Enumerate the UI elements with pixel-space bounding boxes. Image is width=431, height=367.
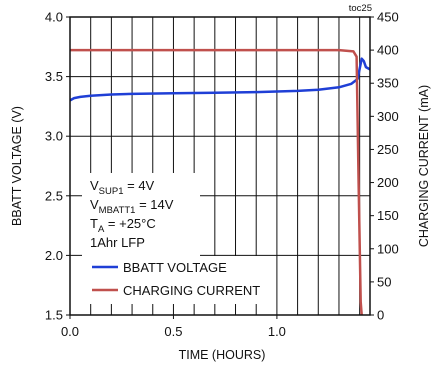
y-right-tick-label: 200 bbox=[377, 175, 399, 190]
annotation-line: VMBATT1 = 14V bbox=[90, 197, 174, 216]
figure-tag: toc25 bbox=[349, 3, 372, 14]
y-right-tick-label: 100 bbox=[377, 241, 399, 256]
tick-marks bbox=[66, 16, 374, 319]
y-left-tick-label: 2.0 bbox=[45, 248, 63, 263]
y-right-tick-label: 50 bbox=[377, 274, 391, 289]
y-right-tick-label: 0 bbox=[377, 308, 384, 323]
series-layer bbox=[69, 48, 371, 316]
y-right-tick-label: 400 bbox=[377, 43, 399, 58]
y-left-tick-label: 2.5 bbox=[45, 188, 63, 203]
series-line-charging-current bbox=[70, 48, 363, 316]
series-line-bbatt-voltage bbox=[69, 57, 371, 102]
x-axis-title: TIME (HOURS) bbox=[179, 348, 266, 362]
legend-box bbox=[82, 256, 262, 304]
y-left-tick-label: 4.0 bbox=[45, 10, 63, 25]
y-right-axis-title: CHARGING CURRENT (mA) bbox=[417, 85, 431, 247]
y-left-tick-label: 1.5 bbox=[45, 308, 63, 323]
y-right-tick-label: 250 bbox=[377, 142, 399, 157]
y-right-tick-label: 300 bbox=[377, 109, 399, 124]
x-tick-label: 0.0 bbox=[61, 324, 79, 339]
legend-label-bbatt-voltage: BBATT VOLTAGE bbox=[123, 260, 227, 275]
tick-labels: 1.5 2.0 2.5 3.0 3.5 4.0 0 50 100 150 200 250 300 350 4… bbox=[45, 10, 399, 340]
x-tick-label: 1.0 bbox=[268, 324, 286, 339]
y-left-axis-title: BBATT VOLTAGE (V) bbox=[10, 106, 24, 226]
plot-frame bbox=[69, 16, 371, 316]
annotation-line: TA = +25°C bbox=[90, 216, 156, 235]
annotation-line: VSUP1 = 4V bbox=[90, 178, 155, 197]
y-right-tick-label: 450 bbox=[377, 10, 399, 25]
annotation-line: 1Ahr LFP bbox=[90, 235, 145, 250]
y-right-tick-label: 150 bbox=[377, 208, 399, 223]
y-left-tick-label: 3.5 bbox=[45, 69, 63, 84]
y-right-tick-label: 350 bbox=[377, 76, 399, 91]
y-left-tick-label: 3.0 bbox=[45, 129, 63, 144]
x-tick-label: 0.5 bbox=[164, 324, 182, 339]
legend-label-charging-current: CHARGING CURRENT bbox=[123, 283, 260, 298]
